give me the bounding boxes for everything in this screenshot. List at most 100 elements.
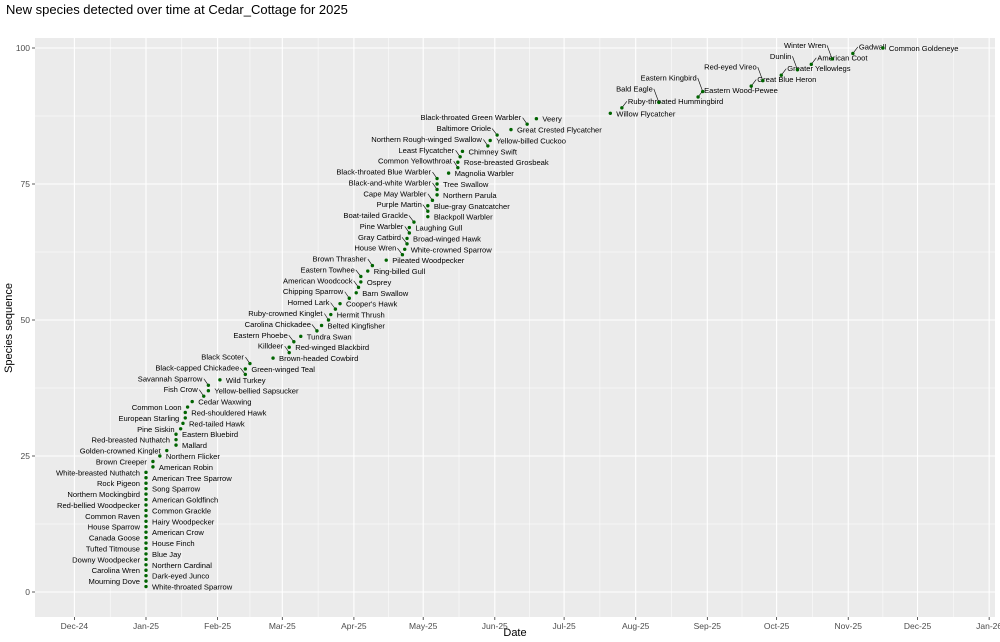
data-point [165,448,169,453]
y-tick-label: 25 [21,451,31,461]
label-leader-line [792,56,798,70]
x-tick-label: Aug-25 [622,621,650,631]
data-point [701,89,705,94]
data-point [144,557,148,562]
data-point [181,421,185,426]
point-label: Osprey [367,278,392,287]
data-point [144,541,148,545]
point-label: Rock Pigeon [97,479,140,488]
data-point [456,165,460,170]
label-leader-line [757,67,764,81]
y-tick-label: 75 [21,179,31,189]
x-tick-label: Jan-25 [133,621,159,631]
data-point [795,68,800,72]
data-point [366,269,370,273]
data-point [405,236,409,241]
point-label: Cedar Waxwing [198,398,251,407]
point-label: Least Flycatcher [398,146,454,155]
point-label: Broad-winged Hawk [413,234,481,243]
point-label: Pine Siskin [137,425,175,434]
point-label: Barn Swallow [362,289,409,298]
point-label: Green-winged Teal [251,365,315,374]
point-label: Brown-headed Cowbird [279,354,358,363]
point-label: Ruby-throated Hummingbird [628,97,723,106]
point-label: Belted Kingfisher [328,321,386,330]
point-label: Greater Yellowlegs [787,64,851,73]
point-label: Common Goldeneye [889,44,959,53]
data-point [458,155,462,159]
data-point [435,176,439,181]
point-label: Tundra Swan [307,332,352,341]
point-label: Chipping Sparrow [283,287,344,296]
data-point [488,138,492,143]
point-label: Carolina Chickadee [245,320,311,329]
point-label: Yellow-bellied Sapsucker [214,387,299,396]
data-point [809,62,813,67]
point-label: Black-capped Chickadee [155,363,239,372]
point-label: Downy Woodpecker [72,555,140,564]
point-label: Canada Goose [89,534,140,543]
point-label: Black-and-white Warbler [349,178,432,187]
data-point [435,187,439,192]
data-point [486,144,490,148]
point-label: Blue-gray Gnatcatcher [434,202,510,211]
point-label: House Sparrow [88,523,141,532]
data-point [426,209,430,213]
x-tick-label: May-25 [409,621,438,631]
data-point [696,95,700,99]
point-label: Mourning Dove [89,577,141,586]
point-label: Northern Cardinal [152,561,212,570]
point-label: Veery [542,115,562,124]
point-label: Eastern Kingbird [641,74,697,83]
point-label: American Woodcock [283,276,353,285]
data-point [206,383,211,387]
x-tick-label: Jul-25 [553,621,576,631]
axis-ticks: 0 25 50 75 100 Dec-24 Jan-25 Feb-25 Mar-25 Apr-25… [16,43,1000,631]
point-label: Gadwall [859,42,887,51]
x-tick-label: Dec-24 [61,621,89,631]
point-label: Eastern Phoebe [233,331,287,340]
point-label: Tufted Titmouse [86,544,140,553]
point-label: Common Grackle [152,506,211,515]
point-label: Dark-eyed Junco [152,572,209,581]
point-label: Laughing Gull [415,224,462,233]
data-point [144,481,148,485]
data-point [456,160,460,164]
point-label: Black-throated Blue Warbler [336,168,431,177]
point-label: Red-winged Blackbird [295,343,369,352]
data-point [185,405,190,409]
data-point [144,568,148,572]
data-point [144,552,148,556]
data-point [190,399,194,404]
data-point [435,193,439,197]
data-point [400,253,405,257]
data-point [174,443,178,447]
data-point [144,525,148,529]
data-point [407,231,412,235]
data-point [359,280,363,284]
data-point [347,296,351,300]
data-point [292,340,296,344]
y-tick-label: 0 [25,587,30,597]
data-point [657,100,661,105]
point-label: House Finch [152,539,195,548]
point-label: Wild Turkey [226,376,266,385]
y-axis-title: Species sequence [3,283,15,373]
point-label: White-crowned Sparrow [411,245,493,254]
data-point [509,127,513,132]
point-label: Magnolia Warbler [455,169,515,178]
data-point [384,258,388,262]
point-label: Baltimore Oriole [437,124,491,133]
point-label: American Tree Sparrow [152,474,232,483]
data-point [370,263,375,268]
point-label: Eastern Wood-Pewee [704,86,778,95]
point-label: Horned Lark [288,298,330,307]
chart-title: New species detected over time at Cedar_… [6,2,348,17]
data-point [407,225,412,230]
point-label: Tree Swallow [443,180,489,189]
point-label: Blackpoll Warbler [434,213,493,222]
point-label: Red-bellied Woodpecker [57,501,140,510]
label-leader-line [826,45,833,59]
data-point [446,171,451,175]
